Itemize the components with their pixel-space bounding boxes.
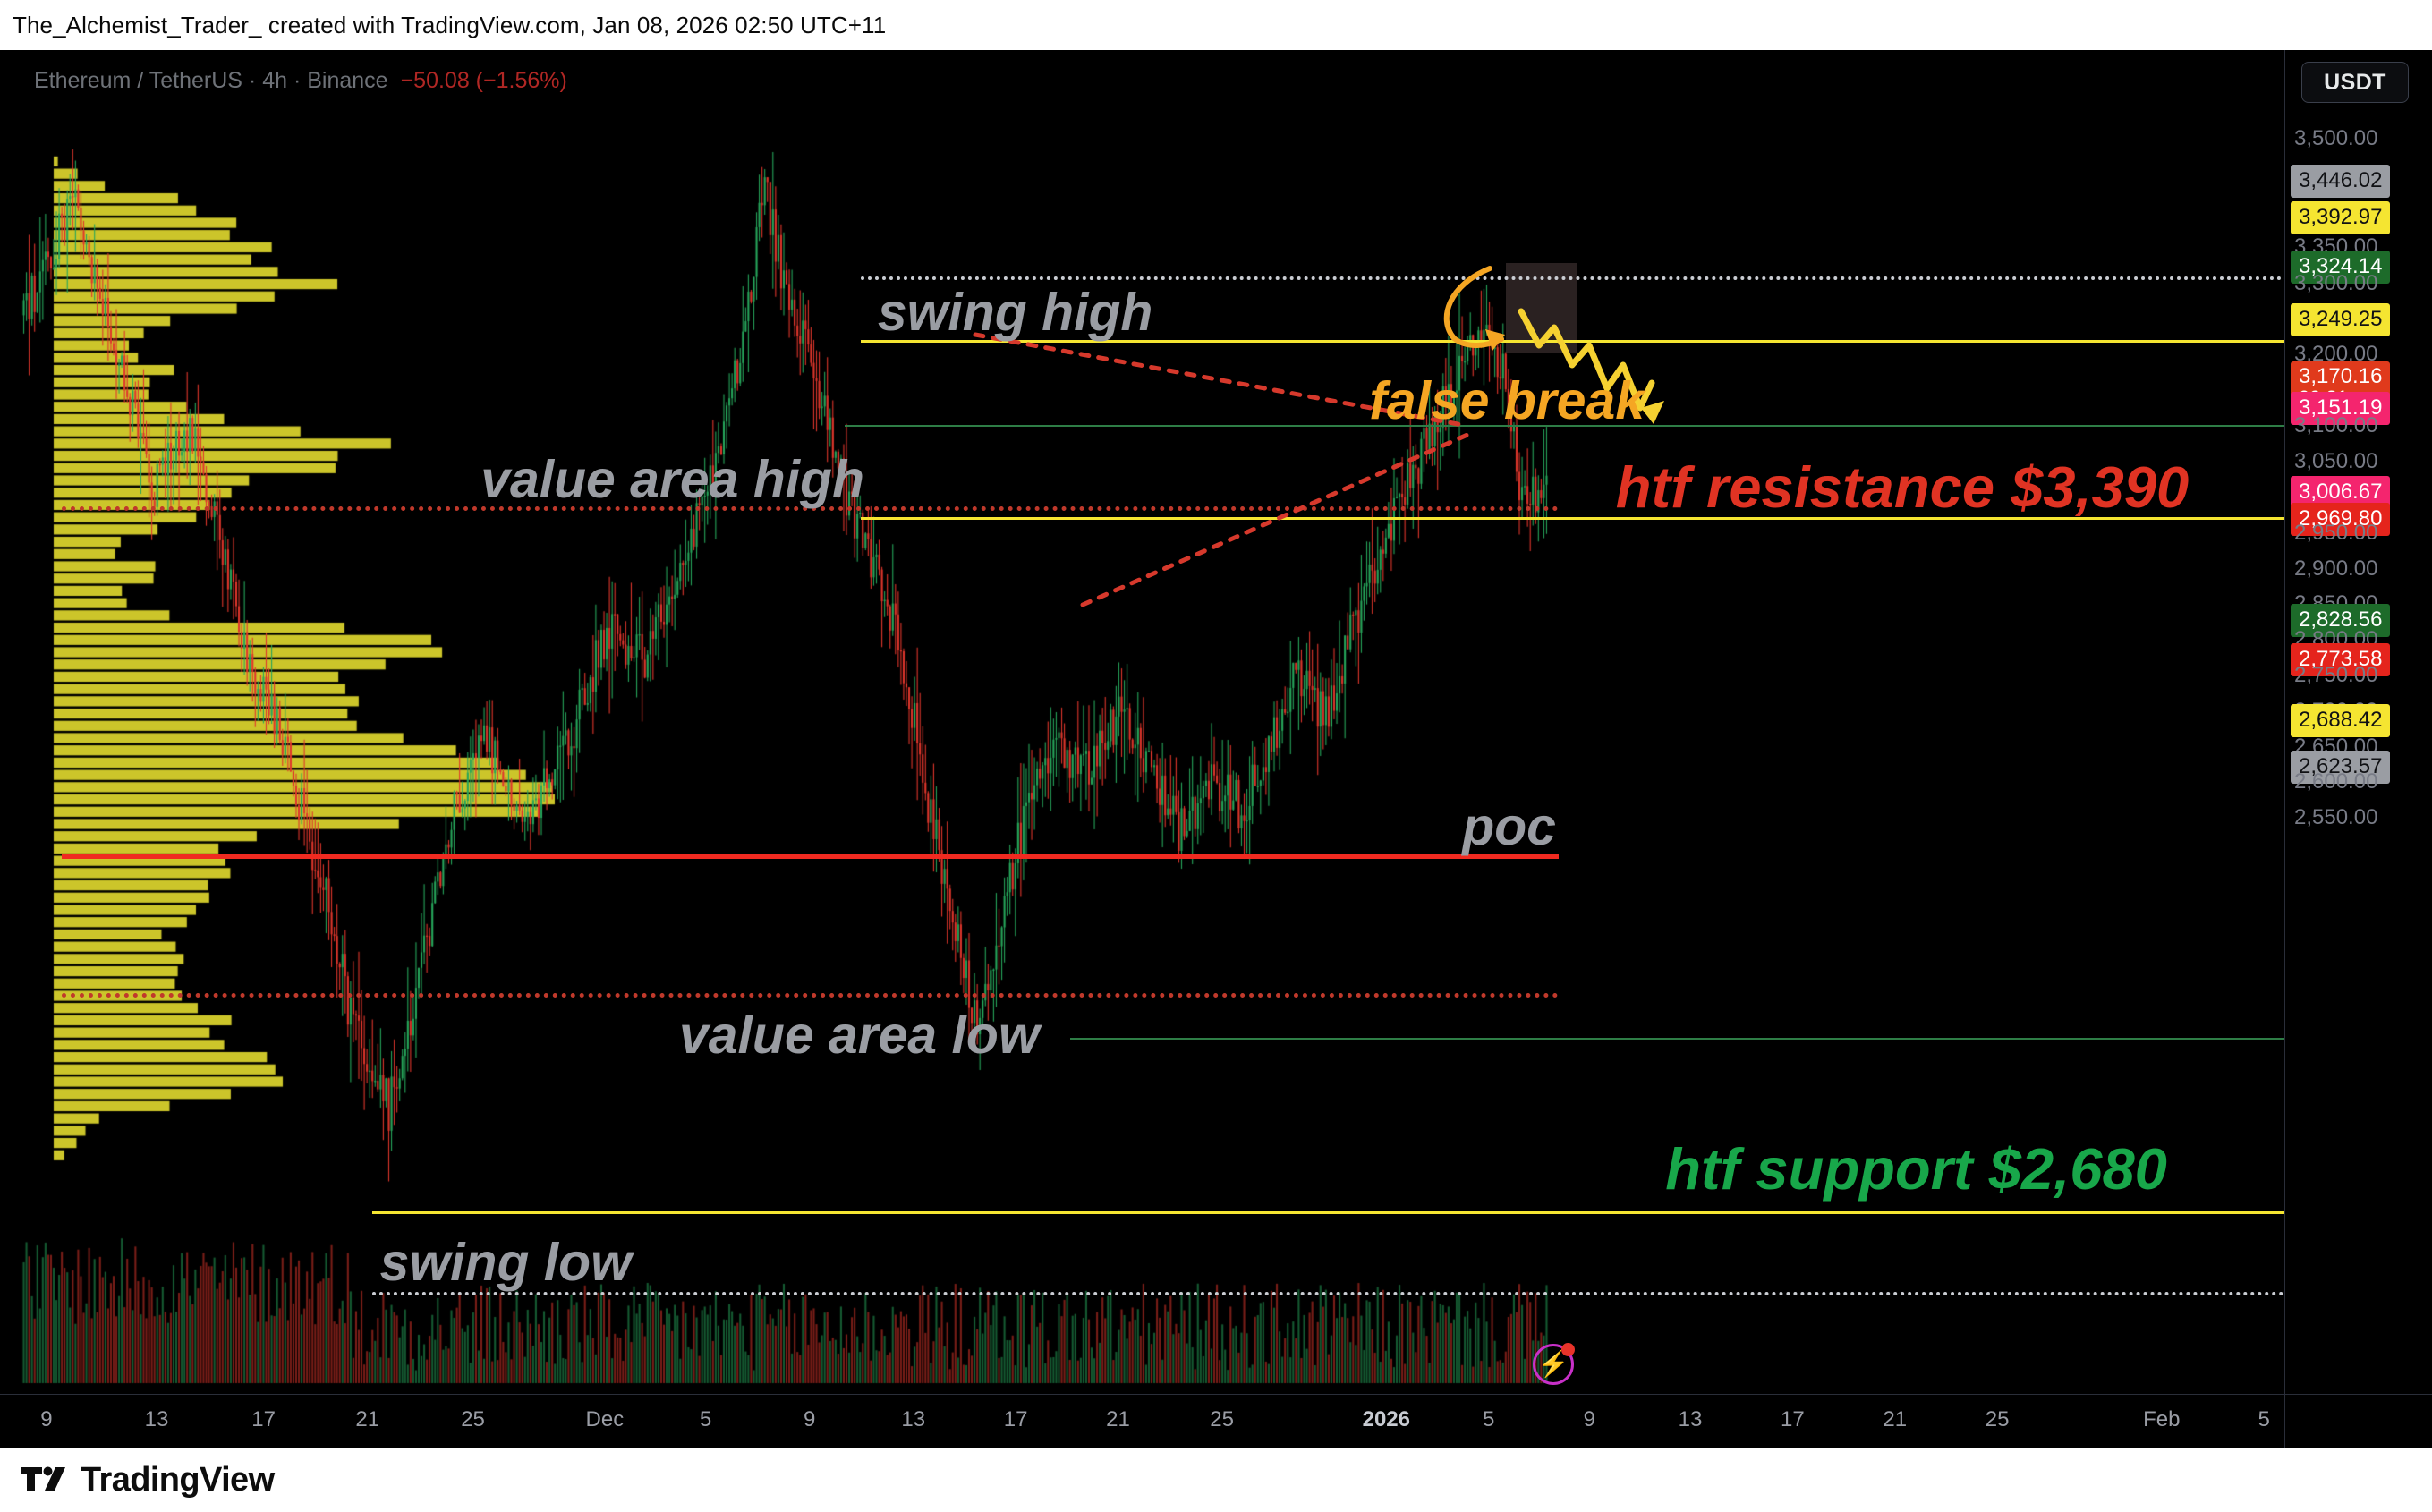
axis-corner — [2284, 1394, 2432, 1448]
price-label: 3,392.97 — [2291, 201, 2391, 234]
price-axis[interactable]: USDT 3,500.00 3,446.02 3,392.97 3,350.00 3,3… — [2284, 50, 2432, 1394]
price-label: 2,688.42 — [2291, 704, 2391, 737]
time-label: 21 — [355, 1407, 380, 1431]
value-area-low-line — [62, 992, 1559, 998]
green-3324-line — [845, 425, 2284, 428]
swing-high-line — [860, 276, 2284, 281]
green-2828-line — [1069, 1037, 2284, 1040]
yellow-2688-line — [371, 1211, 2284, 1215]
alert-dot-icon — [1561, 1343, 1575, 1356]
price-label: 3,249.25 — [2291, 303, 2391, 336]
tradingview-logo-icon — [21, 1466, 65, 1491]
footer-bar: TradingView — [0, 1448, 2432, 1512]
time-label: 21 — [1883, 1407, 1908, 1431]
price-label: 2,969.80 — [2291, 503, 2391, 536]
time-label: 17 — [1780, 1407, 1805, 1431]
time-label: 21 — [1106, 1407, 1130, 1431]
header-bar: The_Alchemist_Trader_ created with Tradi… — [0, 0, 2432, 50]
price-label: 2,773.58 — [2291, 643, 2391, 676]
symbol-label: Ethereum / TetherUS · 4h · Binance — [34, 68, 388, 93]
time-label: 2026 — [1362, 1407, 1410, 1431]
value-area-high-label: value area high — [480, 451, 864, 510]
price-label: 3,324.14 — [2291, 251, 2391, 284]
swing-high-label: swing high — [877, 283, 1153, 342]
price-label: 2,900.00 — [2294, 556, 2378, 581]
brand-name: TradingView — [81, 1460, 275, 1499]
price-label: 2,550.00 — [2294, 805, 2378, 829]
time-axis[interactable]: 9 13 17 21 25 Dec 5 9 13 17 21 25 2026 5 9 13 17 21 25 Feb 5 — [0, 1394, 2284, 1448]
value-area-high-line — [62, 505, 1559, 511]
time-label: 5 — [1482, 1407, 1495, 1431]
price-label: 2,828.56 — [2291, 604, 2391, 637]
time-label: 25 — [461, 1407, 485, 1431]
value-area-low-label: value area low — [679, 1006, 1040, 1065]
time-label: 25 — [1210, 1407, 1234, 1431]
time-label: 5 — [2258, 1407, 2270, 1431]
time-label: 9 — [40, 1407, 53, 1431]
price-label: 3,446.02 — [2291, 165, 2391, 198]
price-label: 3,006.67 — [2291, 476, 2391, 509]
time-label: 13 — [1678, 1407, 1703, 1431]
poc-label: poc — [1462, 798, 1556, 857]
htf-resistance-label: htf resistance $3,390 — [1615, 454, 2190, 520]
chart-canvas[interactable]: Ethereum / TetherUS · 4h · Binance −50.0… — [0, 50, 2284, 1394]
lightning-bolt-icon[interactable]: ⚡ — [1533, 1343, 1575, 1385]
price-label: 3,151.19 — [2291, 392, 2391, 425]
time-label: 9 — [1583, 1407, 1595, 1431]
bolt-glyph: ⚡ — [1537, 1350, 1569, 1378]
time-label: 9 — [803, 1407, 816, 1431]
price-label: 3,050.00 — [2294, 449, 2378, 473]
time-label: 25 — [1985, 1407, 2010, 1431]
time-label: Feb — [2143, 1407, 2181, 1431]
price-label: 3,300.00 — [2294, 271, 2378, 295]
time-label: 17 — [1003, 1407, 1028, 1431]
symbol-legend: Ethereum / TetherUS · 4h · Binance −50.0… — [34, 68, 567, 94]
poc-line — [62, 854, 1559, 860]
htf-support-label: htf support $2,680 — [1665, 1136, 2167, 1202]
credit-text: The_Alchemist_Trader_ created with Tradi… — [13, 11, 887, 38]
time-label: Dec — [585, 1407, 625, 1431]
yellow-3249-line — [860, 516, 2284, 520]
time-label: 13 — [901, 1407, 926, 1431]
time-label: 17 — [251, 1407, 276, 1431]
time-label: 13 — [144, 1407, 169, 1431]
false-break-label: false break — [1369, 371, 1645, 430]
price-label: 3,500.00 — [2294, 126, 2378, 150]
price-label: 2,600.00 — [2294, 769, 2378, 794]
price-label: 2,950.00 — [2294, 521, 2378, 545]
price-label: 3,100.00 — [2294, 413, 2378, 437]
price-label: 2,750.00 — [2294, 663, 2378, 687]
currency-chip[interactable]: USDT — [2301, 62, 2409, 103]
time-label: 5 — [699, 1407, 712, 1431]
price-label: 2,623.57 — [2291, 751, 2391, 784]
price-change-label: −50.08 (−1.56%) — [400, 68, 567, 93]
price-series-canvas — [0, 50, 2284, 1394]
swing-low-label: swing low — [379, 1234, 632, 1293]
swing-low-line — [371, 1292, 2284, 1296]
